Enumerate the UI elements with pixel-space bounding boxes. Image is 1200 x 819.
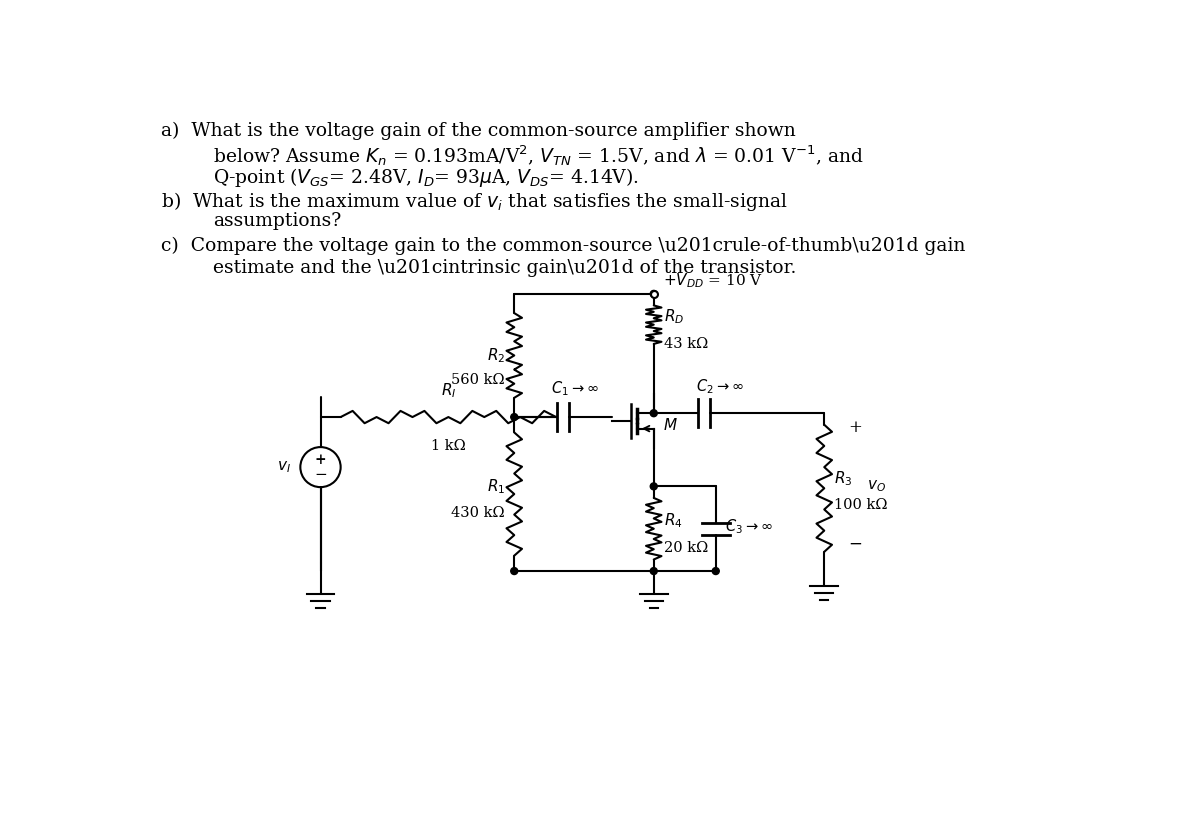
Text: 100 kΩ: 100 kΩ: [834, 498, 888, 512]
Text: $C_3 \rightarrow \infty$: $C_3 \rightarrow \infty$: [725, 517, 773, 536]
Text: $R_2$: $R_2$: [487, 346, 505, 364]
Text: $C_2 \rightarrow \infty$: $C_2 \rightarrow \infty$: [696, 378, 744, 396]
Circle shape: [650, 568, 658, 574]
Text: +: +: [848, 419, 862, 436]
Text: $v_I$: $v_I$: [277, 459, 292, 475]
Text: $R_1$: $R_1$: [487, 477, 505, 495]
Circle shape: [713, 568, 719, 574]
Text: 430 kΩ: 430 kΩ: [451, 506, 505, 520]
Text: +: +: [314, 453, 326, 467]
Circle shape: [650, 410, 658, 417]
Text: $v_O$: $v_O$: [866, 478, 886, 494]
Text: $R_D$: $R_D$: [664, 308, 684, 326]
Circle shape: [511, 414, 517, 420]
Circle shape: [511, 568, 517, 574]
Text: $R_4$: $R_4$: [664, 512, 683, 531]
Text: a)  What is the voltage gain of the common-source amplifier shown: a) What is the voltage gain of the commo…: [161, 122, 796, 141]
Text: −: −: [848, 536, 862, 553]
Circle shape: [650, 291, 658, 297]
Text: assumptions?: assumptions?: [214, 212, 342, 230]
Text: $R_I$: $R_I$: [440, 382, 456, 400]
Circle shape: [650, 483, 658, 490]
Text: below? Assume $K_n$ = 0.193mA/V$^2$, $V_{TN}$ = 1.5V, and $\lambda$ = 0.01 V$^{-: below? Assume $K_n$ = 0.193mA/V$^2$, $V_…: [214, 143, 864, 169]
Text: $M$: $M$: [664, 417, 678, 432]
Text: 43 kΩ: 43 kΩ: [664, 337, 708, 351]
Text: estimate and the \u201cintrinsic gain\u201d of the transistor.: estimate and the \u201cintrinsic gain\u2…: [214, 259, 797, 277]
Text: b)  What is the maximum value of $v_i$ that satisfies the small-signal: b) What is the maximum value of $v_i$ th…: [161, 190, 787, 214]
Text: $C_1 \rightarrow \infty$: $C_1 \rightarrow \infty$: [552, 379, 599, 398]
Text: $+V_{DD}$ = 10 V: $+V_{DD}$ = 10 V: [664, 271, 763, 290]
Text: $R_3$: $R_3$: [834, 469, 853, 488]
Text: Q-point ($V_{GS}$= 2.48V, $I_D$= 93$\mu$A, $V_{DS}$= 4.14V).: Q-point ($V_{GS}$= 2.48V, $I_D$= 93$\mu$…: [214, 165, 640, 188]
Text: 1 kΩ: 1 kΩ: [431, 439, 466, 453]
Text: c)  Compare the voltage gain to the common-source \u201crule-of-thumb\u201d gain: c) Compare the voltage gain to the commo…: [161, 237, 966, 256]
Text: −: −: [314, 468, 326, 482]
Text: 560 kΩ: 560 kΩ: [451, 373, 505, 387]
Text: 20 kΩ: 20 kΩ: [664, 541, 708, 555]
